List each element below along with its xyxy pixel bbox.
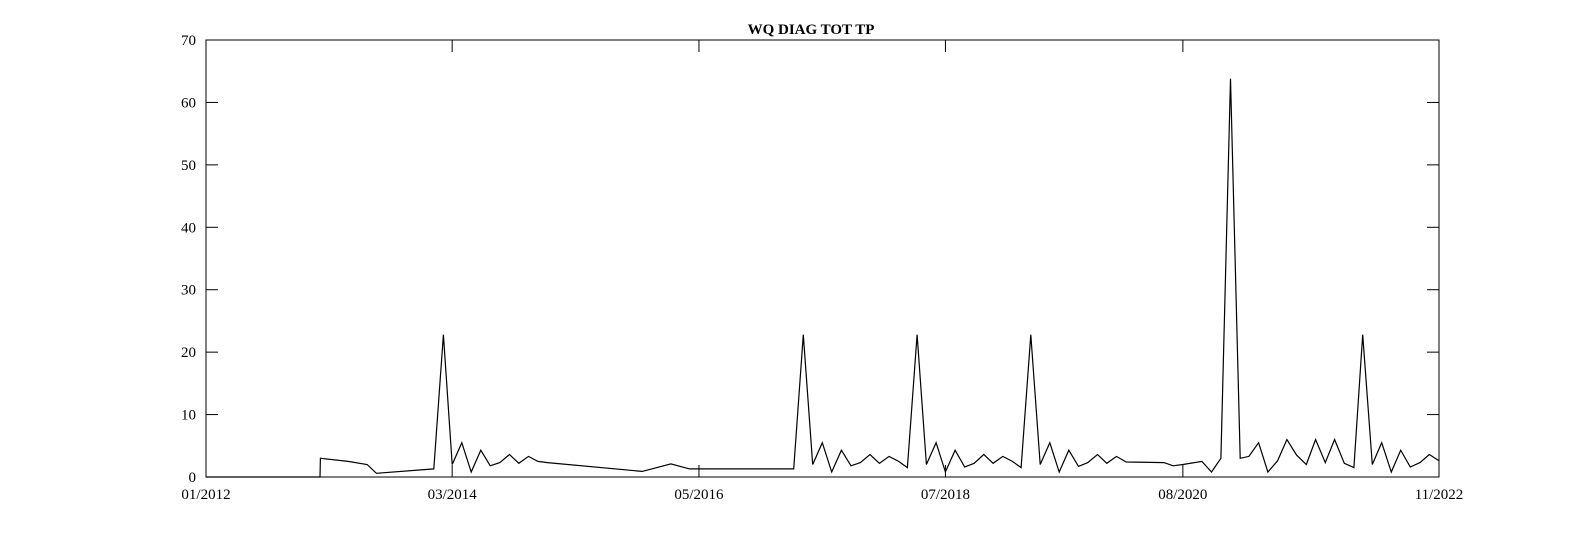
y-tick-label: 10: [181, 408, 196, 424]
x-tick-label: 08/2020: [1158, 487, 1207, 503]
x-tick-label: 03/2014: [428, 487, 478, 503]
y-tick-label: 50: [181, 158, 196, 174]
plot-frame: [205, 39, 1440, 478]
x-tick-label: 11/2022: [1415, 487, 1464, 503]
y-tick-label: 40: [181, 220, 196, 236]
y-tick-label: 30: [181, 283, 196, 299]
x-tick-label: 07/2018: [921, 487, 970, 503]
x-tick-label: 01/2012: [181, 487, 230, 503]
x-axis: 01/2012 03/2014 05/2016 07/2018 08/2020 11/20…: [181, 40, 1463, 503]
y-axis: 0 10 20 30 40 50 60 70: [181, 33, 1439, 486]
x-tick-label: 05/2016: [674, 487, 724, 503]
y-tick-label: 0: [189, 470, 197, 486]
y-tick-label: 20: [181, 345, 196, 361]
series-group: [206, 78, 1440, 478]
series-line: [206, 78, 1440, 478]
chart-title: WQ DIAG TOT TP: [748, 22, 875, 38]
y-tick-label: 60: [181, 95, 196, 111]
y-tick-label: 70: [181, 33, 196, 49]
